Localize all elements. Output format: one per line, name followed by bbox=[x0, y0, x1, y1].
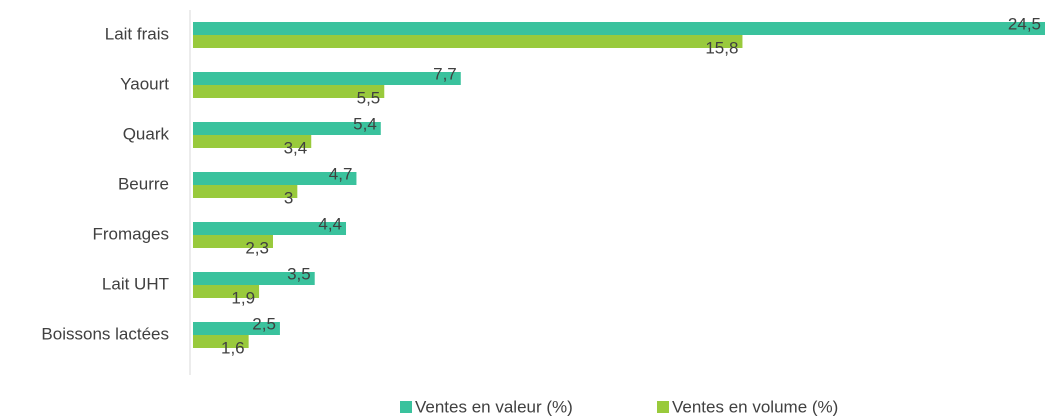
y-tick-label: Yaourt bbox=[120, 74, 169, 93]
bar bbox=[193, 335, 249, 348]
data-label: 2,3 bbox=[245, 238, 269, 257]
legend-swatch bbox=[657, 401, 669, 413]
bar bbox=[193, 235, 273, 248]
data-label: 3,5 bbox=[287, 264, 311, 283]
data-label: 1,9 bbox=[231, 288, 255, 307]
bar bbox=[193, 122, 381, 135]
data-label: 5,4 bbox=[353, 114, 377, 133]
legend-label: Ventes en volume (%) bbox=[672, 397, 838, 416]
data-label: 3 bbox=[284, 188, 293, 207]
bar bbox=[193, 172, 357, 185]
data-label: 3,4 bbox=[284, 138, 308, 157]
y-tick-label: Lait frais bbox=[105, 24, 169, 43]
y-tick-label: Boissons lactées bbox=[41, 324, 169, 343]
y-tick-label: Fromages bbox=[92, 224, 169, 243]
data-label: 4,4 bbox=[318, 214, 342, 233]
legend-swatch bbox=[400, 401, 412, 413]
data-label: 5,5 bbox=[357, 88, 381, 107]
bar bbox=[193, 35, 743, 48]
bar bbox=[193, 72, 461, 85]
data-label: 2,5 bbox=[252, 314, 276, 333]
data-label: 7,7 bbox=[433, 64, 457, 83]
bar bbox=[193, 272, 315, 285]
bar bbox=[193, 85, 385, 98]
bar bbox=[193, 185, 298, 198]
bar bbox=[193, 22, 1045, 35]
data-label: 15,8 bbox=[705, 38, 738, 57]
y-tick-label: Beurre bbox=[118, 174, 169, 193]
data-label: 24,5 bbox=[1008, 14, 1041, 33]
bar bbox=[193, 222, 347, 235]
data-label: 1,6 bbox=[221, 338, 245, 357]
bar bbox=[193, 135, 312, 148]
bar bbox=[193, 285, 260, 298]
data-label: 4,7 bbox=[329, 164, 353, 183]
y-tick-label: Quark bbox=[123, 124, 170, 143]
legend-label: Ventes en valeur (%) bbox=[415, 397, 573, 416]
bar bbox=[193, 322, 280, 335]
y-tick-label: Lait UHT bbox=[102, 274, 169, 293]
